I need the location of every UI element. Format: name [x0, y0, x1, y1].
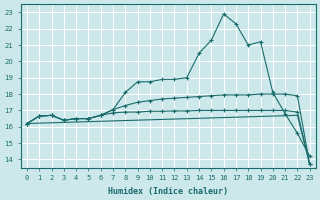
X-axis label: Humidex (Indice chaleur): Humidex (Indice chaleur): [108, 187, 228, 196]
